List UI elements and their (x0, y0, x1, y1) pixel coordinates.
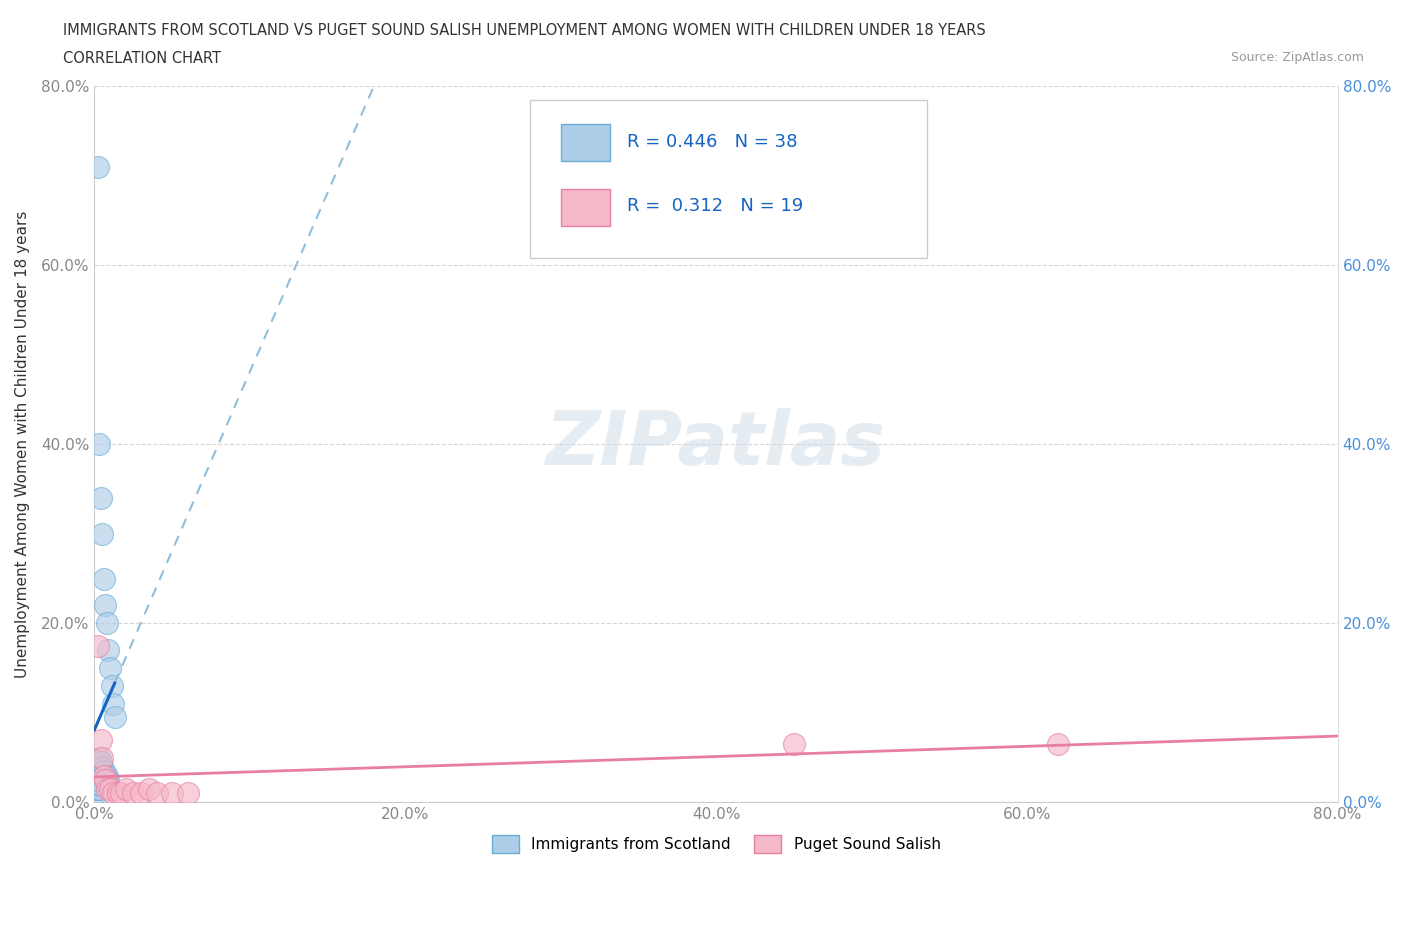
Point (90, 764, 112, 778)
Point (86, 777, 108, 792)
Point (89, 777, 111, 792)
Point (97, 643, 120, 658)
Point (129, 786, 152, 801)
Point (84, 773, 107, 788)
Point (84, 781, 107, 796)
Legend: Immigrants from Scotland, Puget Sound Salish: Immigrants from Scotland, Puget Sound Sa… (485, 830, 946, 859)
Point (114, 781, 136, 796)
Point (93, 768, 115, 783)
Point (104, 710, 127, 724)
Point (91, 759, 114, 774)
Point (84, 768, 107, 783)
Point (86, 638, 108, 653)
Text: IMMIGRANTS FROM SCOTLAND VS PUGET SOUND SALISH UNEMPLOYMENT AMONG WOMEN WITH CHI: IMMIGRANTS FROM SCOTLAND VS PUGET SOUND … (63, 23, 986, 38)
Point (86, 159, 108, 174)
Point (86, 759, 108, 774)
Point (783, 737, 806, 751)
Point (94, 768, 117, 783)
Point (100, 679, 122, 694)
Point (94, 598, 117, 613)
Point (91, 768, 114, 783)
FancyBboxPatch shape (530, 100, 928, 258)
Point (96, 773, 118, 788)
Point (101, 786, 124, 801)
Point (177, 786, 200, 801)
Point (90, 490, 112, 505)
Point (89, 751, 111, 765)
Point (107, 786, 129, 801)
Point (91, 526, 114, 541)
Point (93, 768, 115, 783)
Point (96, 616, 118, 631)
Point (122, 786, 145, 801)
Point (101, 697, 124, 711)
Point (89, 759, 111, 774)
Point (145, 786, 167, 801)
Point (160, 786, 183, 801)
Point (91, 751, 114, 765)
Point (1046, 737, 1069, 751)
Point (84, 777, 107, 792)
Point (84, 777, 107, 792)
Y-axis label: Unemployment Among Women with Children Under 18 years: Unemployment Among Women with Children U… (15, 210, 30, 678)
Text: R =  0.312   N = 19: R = 0.312 N = 19 (627, 197, 803, 216)
Point (86, 781, 108, 796)
Point (89, 437, 111, 452)
Text: R = 0.446   N = 38: R = 0.446 N = 38 (627, 133, 797, 151)
Text: Source: ZipAtlas.com: Source: ZipAtlas.com (1230, 51, 1364, 64)
Point (90, 732, 112, 747)
Point (96, 781, 118, 796)
Point (94, 773, 117, 788)
Point (97, 773, 120, 788)
Text: ZIPatlas: ZIPatlas (546, 407, 886, 481)
FancyBboxPatch shape (561, 189, 610, 226)
Point (90, 754, 112, 769)
Point (93, 764, 115, 778)
Text: CORRELATION CHART: CORRELATION CHART (63, 51, 221, 66)
Point (93, 571, 115, 586)
Point (98, 660, 121, 675)
Point (138, 781, 160, 796)
Point (89, 781, 111, 796)
FancyBboxPatch shape (561, 124, 610, 161)
Point (86, 768, 108, 783)
Point (84, 786, 107, 801)
Point (96, 768, 118, 783)
Point (86, 764, 108, 778)
Point (110, 786, 132, 801)
Point (84, 773, 107, 788)
Point (98, 781, 121, 796)
